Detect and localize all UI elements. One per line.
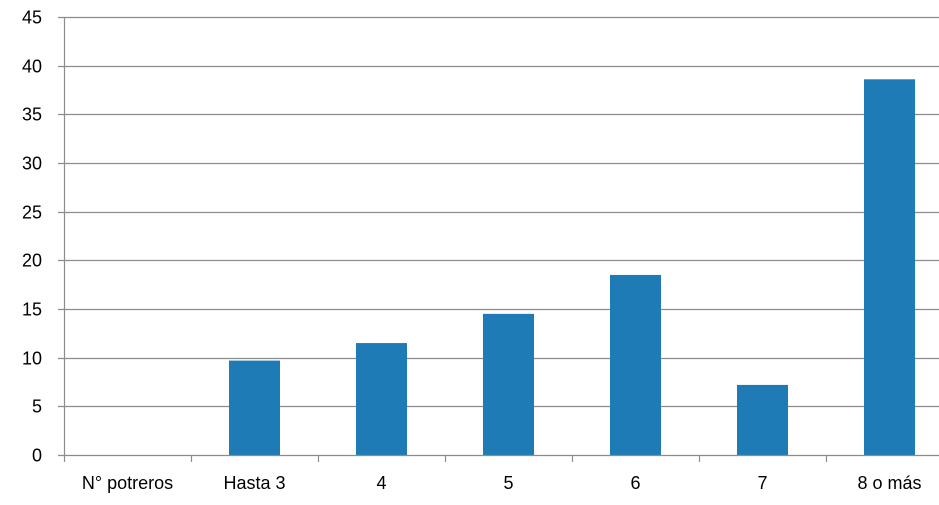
x-tick-label: Hasta 3 bbox=[223, 473, 285, 493]
bar bbox=[229, 360, 280, 455]
y-tick-labels: 0 5 10 15 20 25 30 35 40 45 bbox=[22, 8, 42, 466]
x-axis bbox=[58, 17, 939, 462]
y-tick-label: 40 bbox=[22, 57, 42, 77]
x-tick-label: 6 bbox=[630, 473, 640, 493]
y-tick-label: 35 bbox=[22, 105, 42, 125]
x-tick-label: 5 bbox=[503, 473, 513, 493]
y-tick-label: 5 bbox=[32, 397, 42, 417]
x-tick-label: 4 bbox=[376, 473, 386, 493]
y-tick-label: 15 bbox=[22, 300, 42, 320]
x-tick-label: 8 o más bbox=[857, 473, 921, 493]
bar bbox=[737, 384, 788, 455]
y-tick-label: 0 bbox=[32, 446, 42, 466]
bar bbox=[864, 79, 915, 455]
y-tick-label: 20 bbox=[22, 251, 42, 271]
gridlines bbox=[58, 16, 939, 408]
y-tick-label: 45 bbox=[22, 8, 42, 28]
x-tick-label: N° potreros bbox=[82, 473, 173, 493]
y-tick-label: 30 bbox=[22, 154, 42, 174]
bar bbox=[610, 274, 661, 455]
x-tick-labels: N° potreros Hasta 3 4 5 6 7 8 o más bbox=[82, 473, 922, 493]
y-tick-label: 10 bbox=[22, 349, 42, 369]
bar bbox=[483, 313, 534, 455]
bars bbox=[229, 79, 915, 455]
bar bbox=[356, 343, 407, 455]
y-tick-label: 25 bbox=[22, 203, 42, 223]
x-tick-label: 7 bbox=[757, 473, 767, 493]
